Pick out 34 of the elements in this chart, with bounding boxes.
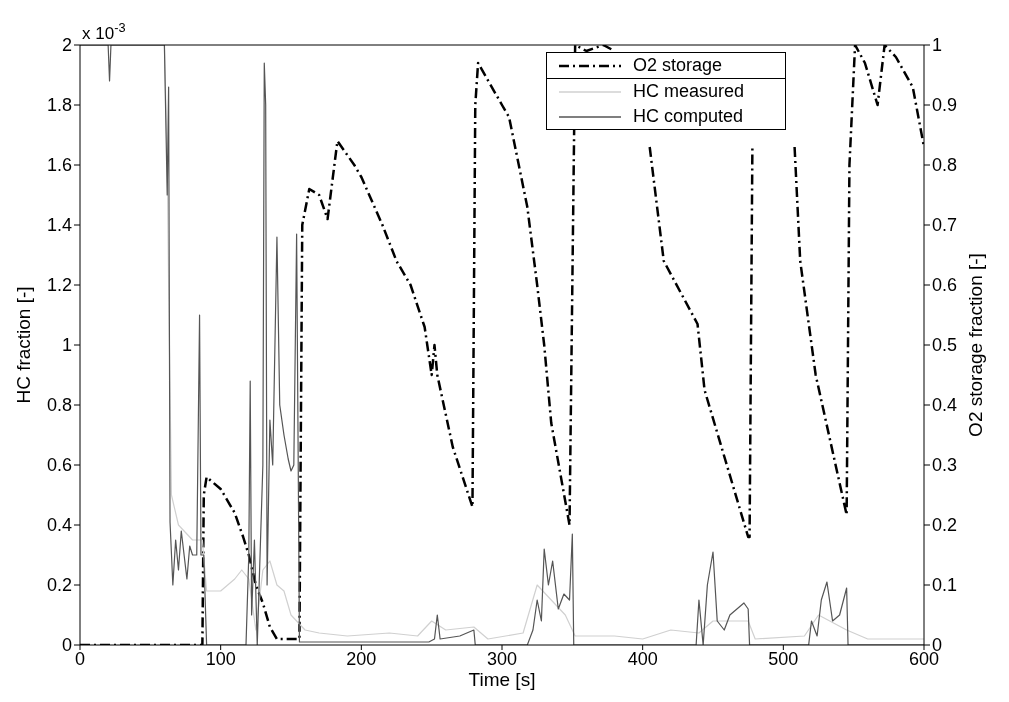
x-tick-label: 400 xyxy=(627,648,658,669)
legend-label: HC computed xyxy=(633,106,744,127)
y-tick-label: 0 xyxy=(61,635,72,656)
y-tick-label: 0.6 xyxy=(46,455,72,476)
y-axis-title: HC fraction [-] xyxy=(13,286,34,404)
y2-tick-label: 0.1 xyxy=(932,575,958,596)
y-tick-label: 1 xyxy=(61,335,72,356)
y-tick-label: 2 xyxy=(61,35,72,56)
y-tick-label: 1.8 xyxy=(46,95,72,116)
legend-label: HC measured xyxy=(633,81,745,102)
y-tick-label: 0.4 xyxy=(46,515,72,536)
y-tick-label: 0.8 xyxy=(46,395,72,416)
y-tick-label: 1.6 xyxy=(46,155,72,176)
y-tick-label: 1.4 xyxy=(46,215,72,236)
y2-tick-label: 0.7 xyxy=(932,215,958,236)
x-tick-label: 300 xyxy=(486,648,518,669)
y2-tick-label: 1 xyxy=(932,35,943,56)
y2-tick-label: 0.3 xyxy=(932,455,958,476)
y-tick-label: 1.2 xyxy=(46,275,72,296)
legend-label: O2 storage xyxy=(633,55,723,76)
text: x 10$^{-3}$ xyxy=(82,19,126,43)
y2-axis-title: O2 storage fraction [-] xyxy=(965,253,986,437)
x-tick-label: 0 xyxy=(74,648,86,669)
x-tick-label: 200 xyxy=(346,648,377,669)
x-tick-label: 500 xyxy=(768,648,799,669)
x-axis-title: Time [s] xyxy=(468,669,536,690)
y2-tick-label: 0.9 xyxy=(932,95,958,116)
y-tick-label: 0.2 xyxy=(46,575,72,596)
x-tick-label: 100 xyxy=(205,648,236,669)
y2-tick-label: 0.4 xyxy=(932,395,958,416)
y2-tick-label: 0.6 xyxy=(932,275,958,296)
y2-tick-label: 0.5 xyxy=(932,335,958,356)
y2-tick-label: 0.2 xyxy=(932,515,958,536)
y2-tick-label: 0.8 xyxy=(932,155,958,176)
